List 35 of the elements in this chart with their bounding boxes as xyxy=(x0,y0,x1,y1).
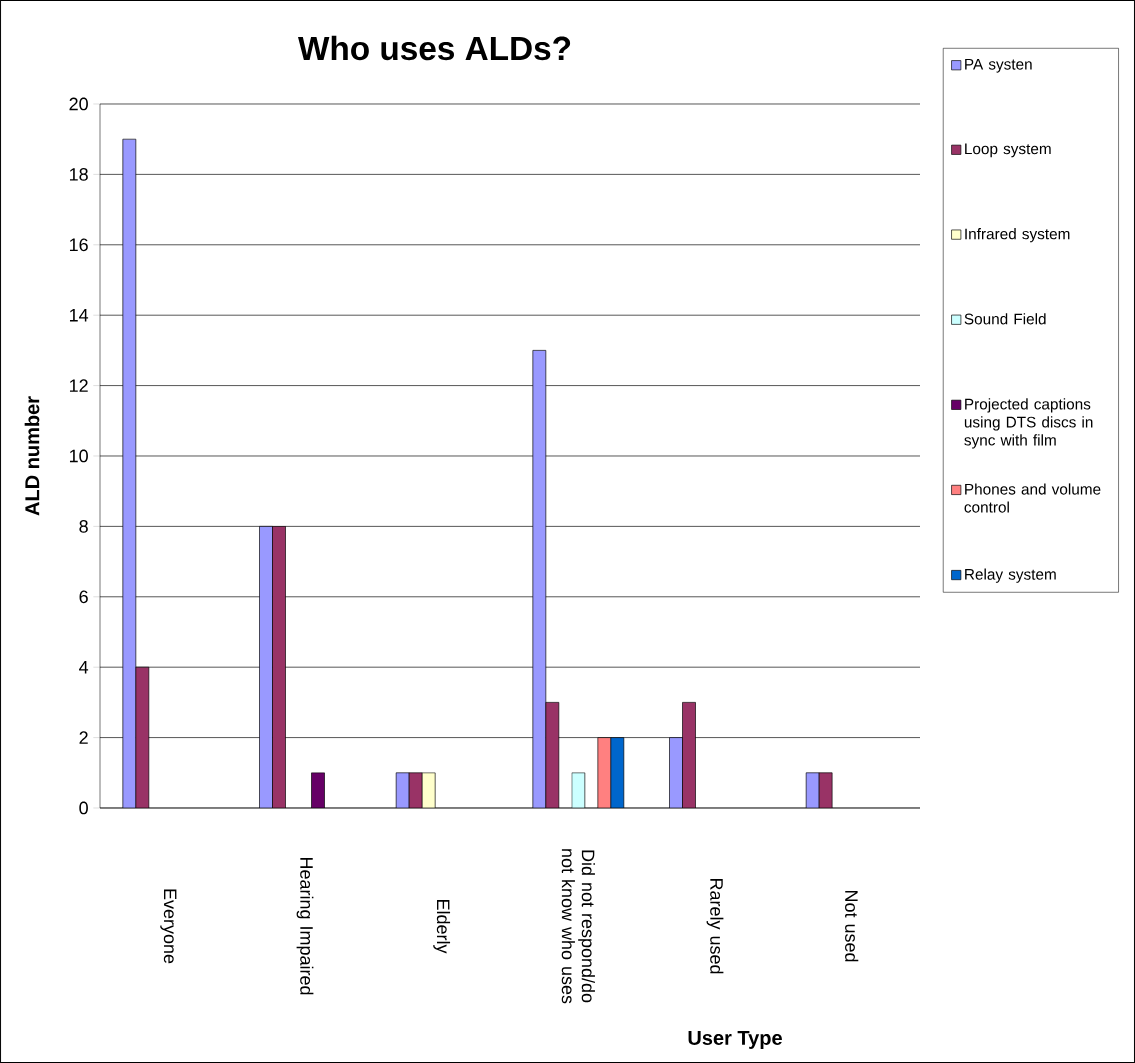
y-tick-label: 14 xyxy=(69,309,89,322)
y-tick-label: 18 xyxy=(69,168,88,181)
legend-label: Relay system xyxy=(965,568,1056,583)
bar xyxy=(272,526,286,808)
legend-label: Infrared system xyxy=(965,228,1070,243)
x-tick-label: Did not respond/do not know who uses xyxy=(561,849,595,1004)
chart-title: Who uses ALDs? xyxy=(298,35,571,61)
y-tick-label: 6 xyxy=(79,590,88,604)
y-tick-label: 16 xyxy=(69,238,88,252)
x-tick-label: Elderly xyxy=(433,900,451,954)
x-tick-label: Rarely used xyxy=(706,878,724,974)
legend-label: Sound Field xyxy=(964,313,1046,325)
y-tick-label: 12 xyxy=(69,379,88,392)
bar xyxy=(532,350,547,808)
x-tick-label: Everyone xyxy=(160,889,177,964)
y-tick-label: 20 xyxy=(69,97,88,111)
y-tick-label: 8 xyxy=(79,520,88,533)
y-tick-label: 4 xyxy=(79,661,89,674)
bar xyxy=(135,666,150,808)
legend-label: Projected captions using DTS discs in sync with film xyxy=(964,398,1093,449)
bar xyxy=(545,702,560,808)
x-tick-label: Not used xyxy=(845,890,859,962)
y-tick-label: 10 xyxy=(69,449,88,463)
legend-label: PA systen xyxy=(965,58,1032,73)
legend-label: Loop system xyxy=(965,143,1051,158)
bar xyxy=(669,737,683,808)
bar xyxy=(682,702,696,808)
y-tick-label: 0 xyxy=(79,801,88,815)
x-axis-title: User Type xyxy=(688,1031,782,1049)
y-axis-title: ALD number xyxy=(24,396,40,516)
bar xyxy=(259,526,273,808)
x-tick-label: Hearing Impaired xyxy=(296,857,314,995)
y-tick-label: 2 xyxy=(79,731,88,744)
bar xyxy=(122,138,137,808)
legend-label: Phones and volume control xyxy=(964,483,1101,513)
